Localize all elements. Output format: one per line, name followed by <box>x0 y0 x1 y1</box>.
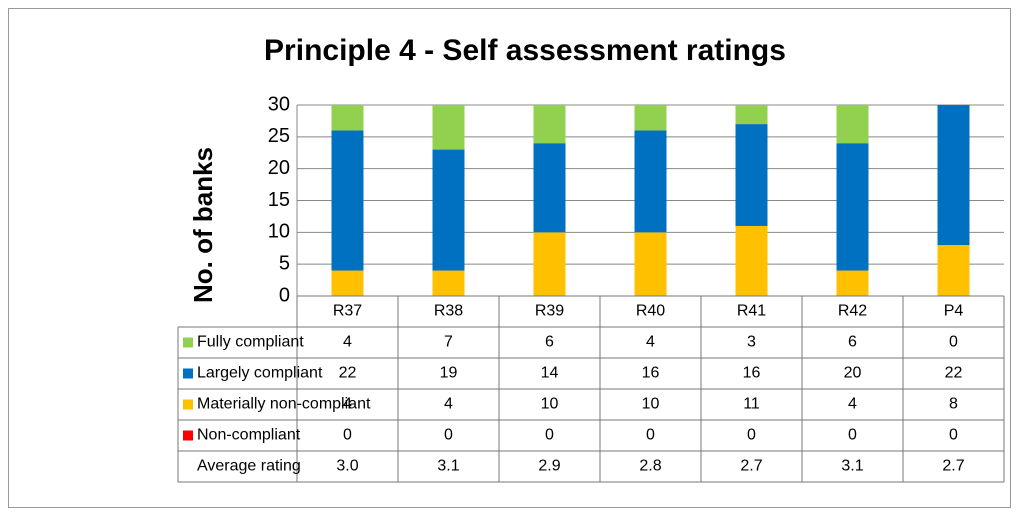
table-cell: 6 <box>848 334 857 351</box>
x-tick-label: R41 <box>737 303 766 320</box>
table-cell: 4 <box>444 396 453 413</box>
legend-swatch <box>183 399 193 410</box>
table-cell: 0 <box>747 427 756 444</box>
bar-segment <box>331 270 364 296</box>
bar-segment <box>937 105 970 246</box>
table-cell: 4 <box>646 334 655 351</box>
table-cell: 4 <box>343 396 352 413</box>
bar-segment <box>432 105 465 150</box>
table-cell: 20 <box>844 365 862 382</box>
table-cell: 3.1 <box>437 458 459 475</box>
bar-segment <box>533 232 566 296</box>
x-tick-label: R38 <box>434 303 463 320</box>
table-cell: 0 <box>949 334 958 351</box>
bar-segment <box>432 149 465 271</box>
bar-segment <box>836 105 869 144</box>
table-cell: 3.0 <box>336 458 358 475</box>
bar-segment <box>432 270 465 296</box>
bar-segment <box>634 232 667 296</box>
table-cell: 6 <box>545 334 554 351</box>
y-tick-label: 5 <box>279 252 290 274</box>
table-cell: 0 <box>949 427 958 444</box>
x-tick-label: R39 <box>535 303 564 320</box>
table-cell: 2.8 <box>639 458 661 475</box>
x-tick-label: R37 <box>333 303 362 320</box>
table-cell: 0 <box>444 427 453 444</box>
table-cell: 10 <box>642 396 660 413</box>
table-cell: 7 <box>444 334 453 351</box>
table-cell: 0 <box>545 427 554 444</box>
y-tick-label: 20 <box>268 157 290 179</box>
bar-segment <box>331 105 364 131</box>
legend-label: Materially non-compliant <box>197 396 371 413</box>
legend-swatch <box>183 430 193 441</box>
table-cell: 2.7 <box>942 458 964 475</box>
table-cell: 11 <box>743 396 760 413</box>
bar-segment <box>735 124 768 226</box>
x-tick-label: R40 <box>636 303 665 320</box>
table-cell: 2.7 <box>740 458 762 475</box>
x-tick-label: P4 <box>944 303 964 320</box>
bar-segment <box>533 143 566 233</box>
row-label: Average rating <box>197 458 301 475</box>
table-cell: 3 <box>747 334 756 351</box>
bar-segment <box>533 105 566 144</box>
y-tick-label: 15 <box>268 189 290 211</box>
bar-segment <box>836 270 869 296</box>
y-tick-label: 30 <box>268 93 290 115</box>
legend-label: Largely compliant <box>197 365 323 382</box>
legend-swatch <box>183 368 193 379</box>
y-axis-label: No. of banks <box>188 147 218 303</box>
bar-segment <box>634 105 667 131</box>
bar-segment <box>836 143 869 271</box>
bar-segment <box>331 130 364 271</box>
bar-segment <box>634 130 667 233</box>
table-cell: 16 <box>743 365 761 382</box>
table-cell: 4 <box>848 396 857 413</box>
table-cell: 0 <box>343 427 352 444</box>
legend-label: Non-compliant <box>197 427 301 444</box>
x-tick-label: R42 <box>838 303 867 320</box>
table-cell: 2.9 <box>538 458 560 475</box>
bar-segment <box>937 245 970 296</box>
chart-title: Principle 4 - Self assessment ratings <box>264 34 786 67</box>
y-tick-label: 10 <box>268 221 290 243</box>
table-cell: 8 <box>949 396 958 413</box>
bar-segment <box>735 225 768 296</box>
legend-label: Fully compliant <box>197 334 304 351</box>
bar-segment <box>735 105 768 125</box>
table-cell: 19 <box>440 365 458 382</box>
table-cell: 0 <box>848 427 857 444</box>
legend-swatch <box>183 337 193 348</box>
table-cell: 10 <box>541 396 559 413</box>
table-cell: 22 <box>339 365 357 382</box>
table-cell: 14 <box>541 365 559 382</box>
y-tick-label: 25 <box>268 125 290 147</box>
table-cell: 3.1 <box>841 458 863 475</box>
table-cell: 16 <box>642 365 660 382</box>
table-cell: 0 <box>646 427 655 444</box>
y-tick-label: 0 <box>279 284 290 306</box>
table-cell: 22 <box>945 365 963 382</box>
table-cell: 4 <box>343 334 352 351</box>
